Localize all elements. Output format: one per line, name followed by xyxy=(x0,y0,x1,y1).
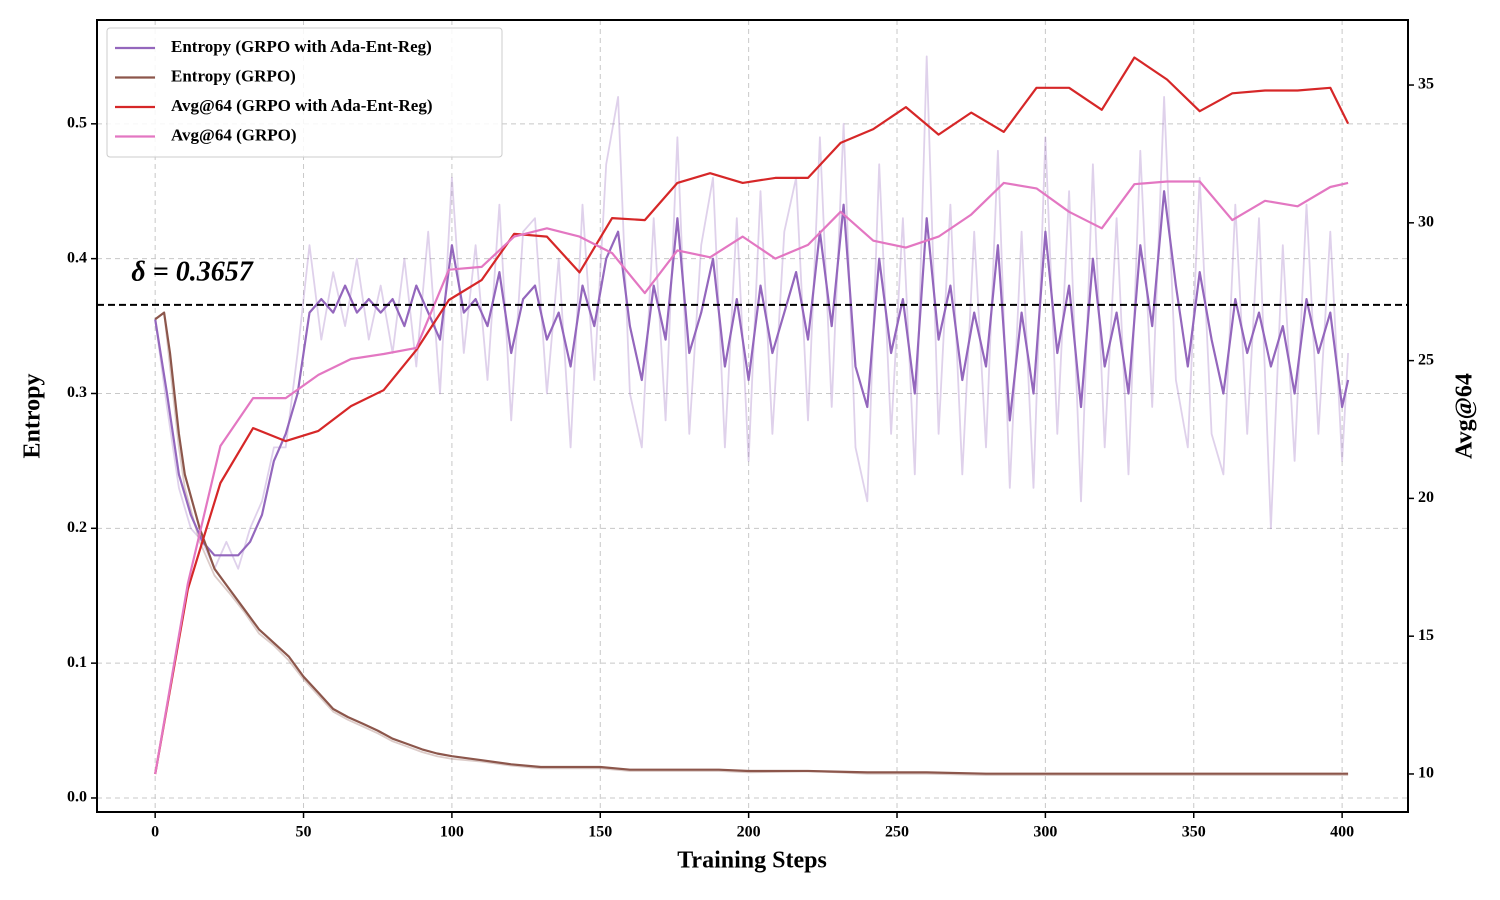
y2-axis-label: Avg@64 xyxy=(1452,373,1478,459)
y-tick-label: 0.1 xyxy=(67,654,87,671)
y2-tick-label: 20 xyxy=(1418,489,1434,506)
y-tick-label: 0.2 xyxy=(67,519,87,536)
x-tick-label: 50 xyxy=(296,824,312,841)
x-tick-label: 200 xyxy=(737,824,761,841)
legend-label: Avg@64 (GRPO with Ada-Ent-Reg) xyxy=(171,96,433,115)
legend-label: Entropy (GRPO) xyxy=(171,66,296,85)
series-line xyxy=(154,311,1349,775)
y-tick-label: 0.5 xyxy=(67,114,87,131)
legend-label: Avg@64 (GRPO) xyxy=(171,125,297,144)
x-axis-label: Training Steps xyxy=(677,848,827,874)
y-tick-label: 0.4 xyxy=(67,249,87,266)
threshold-label: δ = 0.3657 xyxy=(131,256,253,287)
y2-tick-label: 30 xyxy=(1418,213,1434,230)
y-tick-label: 0.0 xyxy=(67,789,87,806)
y2-tick-label: 10 xyxy=(1418,765,1434,782)
y-axis-label: Entropy xyxy=(20,374,46,459)
plot-frame xyxy=(96,19,1409,813)
x-tick-label: 300 xyxy=(1033,824,1057,841)
y2-tick-label: 15 xyxy=(1418,627,1434,644)
x-tick-label: 150 xyxy=(588,824,612,841)
x-tick-label: 0 xyxy=(151,824,159,841)
legend-box xyxy=(106,27,503,158)
x-tick-label: 100 xyxy=(440,824,464,841)
legend-label: Entropy (GRPO with Ada-Ent-Reg) xyxy=(171,37,432,56)
y2-tick-label: 35 xyxy=(1418,76,1434,93)
x-tick-label: 250 xyxy=(885,824,909,841)
series-line xyxy=(154,56,1350,775)
series-line xyxy=(154,311,1349,776)
x-tick-label: 400 xyxy=(1330,824,1354,841)
series-line xyxy=(154,180,1349,775)
x-tick-label: 350 xyxy=(1182,824,1206,841)
series-line xyxy=(154,190,1350,557)
y2-tick-label: 25 xyxy=(1418,351,1434,368)
y-tick-label: 0.3 xyxy=(67,384,87,401)
